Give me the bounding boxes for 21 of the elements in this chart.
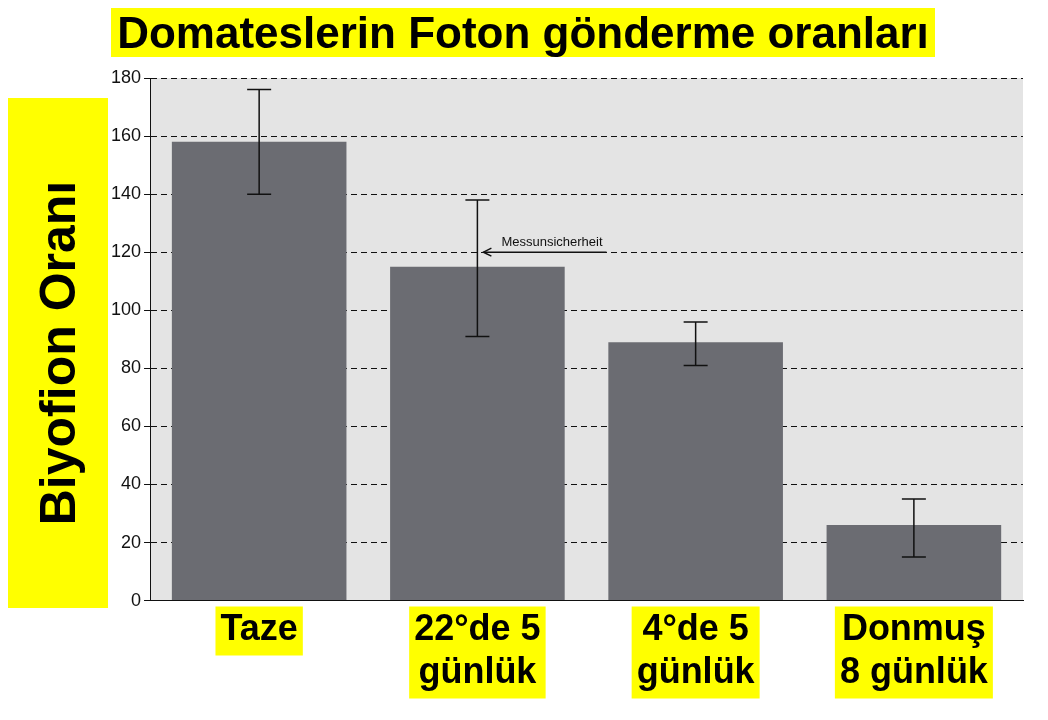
y-tick-label: 20 — [121, 531, 142, 552]
y-tick-label: 160 — [110, 125, 142, 146]
x-tick-label: 22°de 5 günlük — [414, 607, 541, 692]
y-tick-label: 40 — [121, 473, 142, 494]
bar — [826, 525, 1002, 601]
y-tick-label: 100 — [110, 299, 142, 320]
y-tick-label: 180 — [110, 66, 142, 87]
y-tick-label: 120 — [110, 241, 142, 262]
y-tick-label: 140 — [110, 183, 142, 204]
x-tick-label: Donmuş 8 günlük — [839, 607, 989, 692]
bar — [390, 266, 565, 601]
bar — [171, 141, 347, 601]
y-axis-title: Biyofion Oranı — [29, 180, 87, 526]
y-tick-label: 60 — [121, 415, 142, 436]
bar — [608, 342, 783, 601]
x-tick-label: Taze — [220, 607, 298, 649]
x-tick-label: 4°de 5 günlük — [636, 607, 756, 692]
chart-title: Domateslerin Foton gönderme oranları — [111, 8, 935, 57]
y-tick-label: 0 — [131, 589, 142, 610]
annotation: Messunsicherheit — [501, 234, 603, 250]
y-tick-label: 80 — [121, 357, 142, 378]
